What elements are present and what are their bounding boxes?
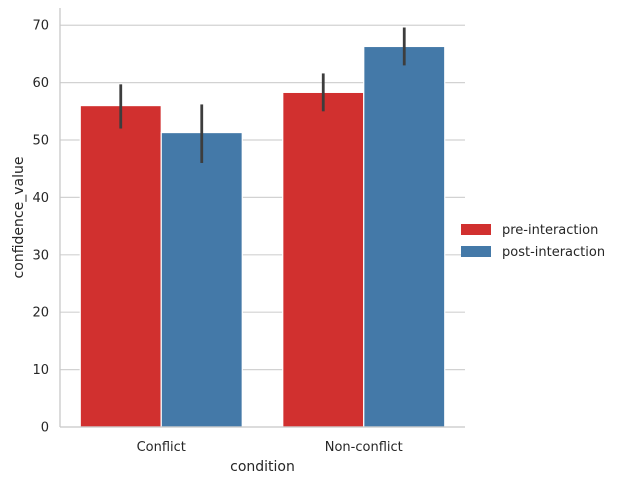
y-tick-label: 20 xyxy=(32,306,49,321)
y-tick-label: 10 xyxy=(32,363,49,378)
y-tick-label: 30 xyxy=(32,248,49,263)
bar-post-interaction-Conflict xyxy=(160,131,243,428)
y-tick-label: 70 xyxy=(32,19,49,34)
y-tick-label: 40 xyxy=(32,191,49,206)
x-tick-label: Conflict xyxy=(137,440,186,455)
y-axis-title: confidence_value xyxy=(11,157,27,279)
y-tick-label: 0 xyxy=(41,421,49,436)
bars xyxy=(79,45,446,428)
axes xyxy=(59,8,465,428)
y-tick-label: 50 xyxy=(32,134,49,149)
error-bars xyxy=(119,27,406,163)
y-tick-labels: 0 10 20 30 40 50 60 70 xyxy=(32,19,49,436)
legend-label: post-interaction xyxy=(502,245,605,260)
y-tick-label: 60 xyxy=(32,76,49,91)
legend-label: pre-interaction xyxy=(502,223,598,238)
x-tick-labels: Conflict Non-conflict xyxy=(137,440,403,455)
x-axis-title: condition xyxy=(230,459,295,475)
x-tick-label: Non-conflict xyxy=(325,440,403,455)
bar-pre-interaction-Non-conflict xyxy=(282,91,365,428)
legend-swatch xyxy=(461,246,491,257)
legend: pre-interaction post-interaction xyxy=(461,223,605,260)
bar-pre-interaction-Conflict xyxy=(79,104,162,428)
legend-swatch xyxy=(461,224,491,235)
bar-post-interaction-Non-conflict xyxy=(363,45,446,428)
